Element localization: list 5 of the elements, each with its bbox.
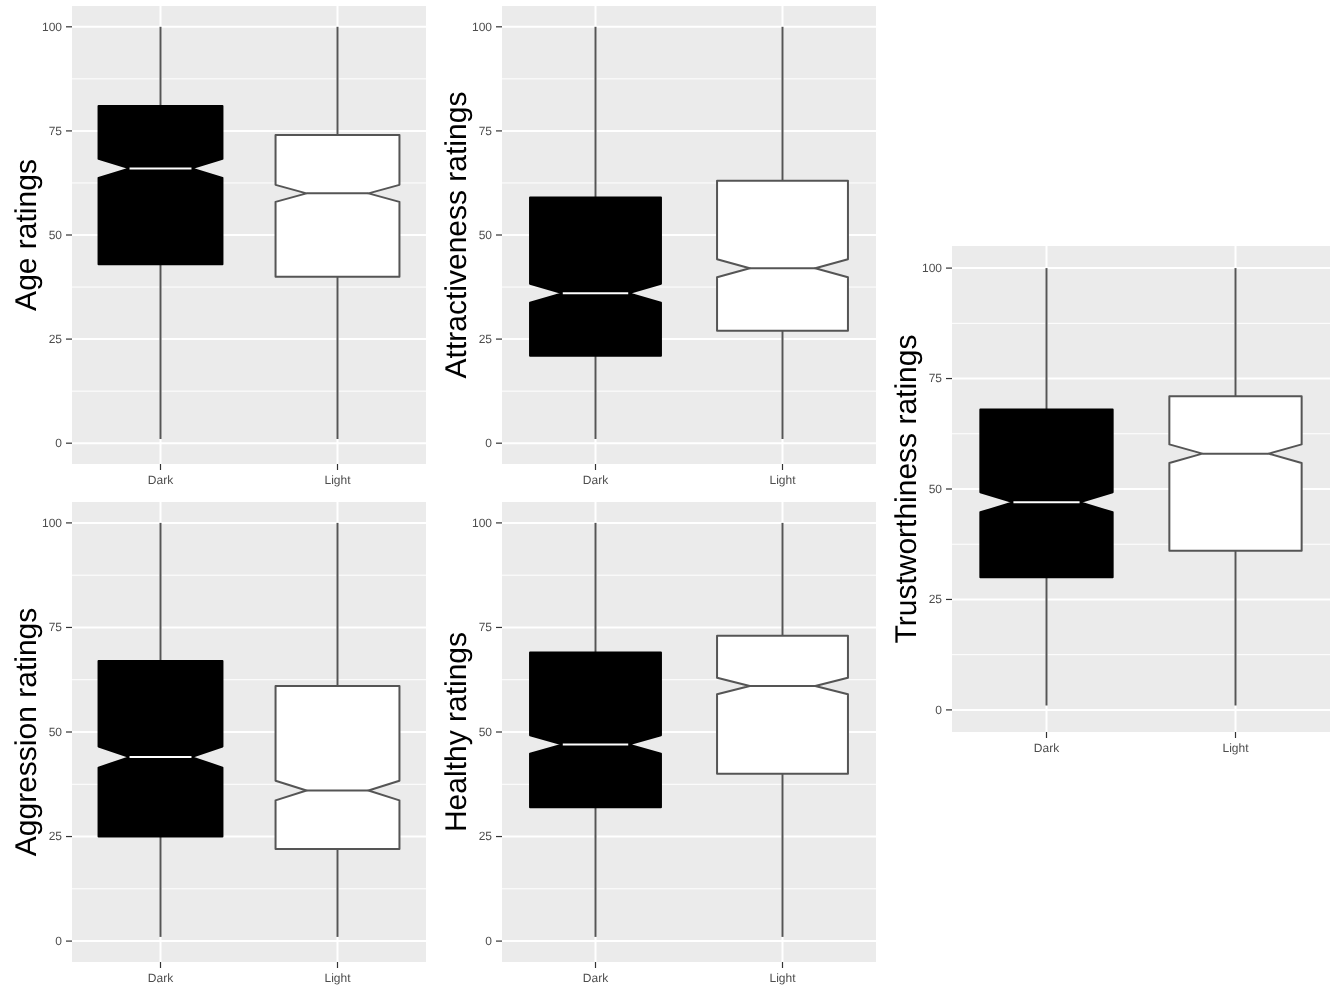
y-axis-title: Attractiveness ratings <box>440 91 474 379</box>
y-axis-title: Healthy ratings <box>440 631 474 833</box>
y-axis-title: Age ratings <box>10 159 44 311</box>
y-axis-title: Aggression ratings <box>10 607 44 857</box>
y-axis-title: Trustworthiness ratings <box>890 334 924 644</box>
